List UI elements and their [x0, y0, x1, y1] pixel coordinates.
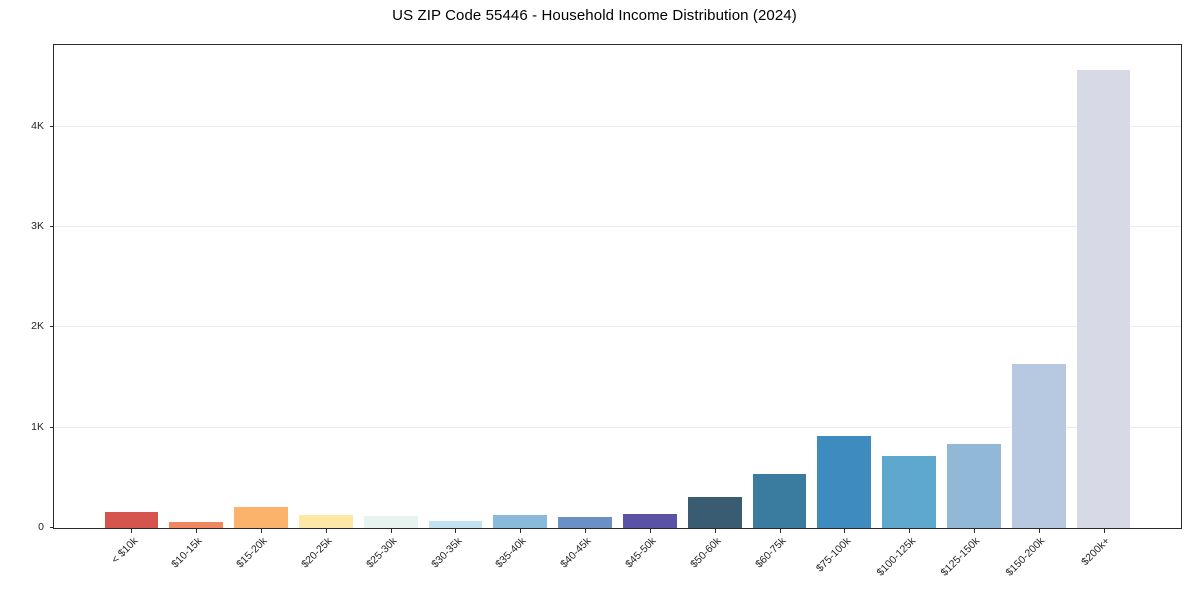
gridline [54, 426, 1181, 428]
x-tick-mark [455, 529, 457, 533]
bar-$100-125k [882, 456, 937, 528]
bar-slot: $45-50k [618, 45, 683, 570]
bar-slot: $100-125k [874, 45, 942, 579]
bar-slots: < $10k $10-15k $15-20k $20-25k $25-30k $30-35… [54, 45, 1181, 579]
bar-slot: $40-45k [553, 45, 618, 570]
bar-$125-150k [947, 444, 1001, 528]
bar-slot: $200k+ [1071, 45, 1136, 568]
bar-slot: $150-200k [1004, 45, 1071, 579]
y-axis: 0 1K 2K 3K 4K [0, 44, 54, 532]
bar-$20-25k [298, 514, 353, 528]
bar-slot: $60-75k [747, 45, 812, 570]
y-tick-label: 2K [31, 320, 44, 333]
x-tick-label: $50-60k [687, 535, 724, 571]
x-tick-mark [649, 529, 651, 533]
x-tick-mark [261, 529, 263, 533]
bar-slot: $125-150k [939, 45, 1007, 579]
x-tick-label: $45-50k [623, 535, 659, 571]
y-tick-label: 3K [31, 220, 44, 233]
bar-$35-40k [493, 514, 548, 528]
x-tick-label: $35-40k [493, 535, 529, 571]
y-tick-label: 4K [31, 119, 44, 132]
bar-$45-50k [623, 513, 677, 528]
x-tick-mark [714, 529, 716, 533]
bar-$10-15k [169, 521, 224, 528]
bar-< $10k [104, 511, 159, 528]
chart-title: US ZIP Code 55446 - Household Income Dis… [392, 7, 797, 24]
x-tick-label: $30-35k [428, 535, 464, 571]
x-tick-mark [131, 529, 133, 533]
x-tick-label: $20-25k [299, 535, 335, 571]
x-tick-mark [585, 529, 587, 533]
x-tick-label: $60-75k [752, 535, 789, 571]
x-tick-mark [196, 529, 198, 533]
x-tick-mark [1038, 529, 1040, 533]
y-tick-label: 1K [31, 420, 44, 433]
x-tick-mark [779, 529, 781, 533]
y-axis-title: Households [0, 254, 3, 316]
x-tick-mark [390, 529, 392, 533]
x-tick-mark [520, 529, 522, 533]
x-tick-label: $100-125k [874, 535, 918, 579]
bar-slot: $75-100k [812, 45, 877, 574]
y-tick-label: 0 [38, 521, 44, 533]
x-tick-mark [973, 529, 975, 533]
y-tick-mark [50, 326, 54, 328]
x-tick-mark [909, 529, 911, 533]
x-tick-mark [325, 529, 327, 533]
bar-slot: $10-15k [164, 45, 229, 570]
bar-slot: $35-40k [488, 45, 553, 570]
bar-$75-100k [817, 435, 872, 528]
bar-slot: $50-60k [682, 45, 747, 570]
x-tick-label: $40-45k [558, 535, 594, 571]
bar-$25-30k [363, 515, 418, 528]
x-tick-label: $200k+ [1079, 535, 1113, 569]
x-tick-label: < $10k [108, 535, 140, 566]
bar-$60-75k [752, 473, 807, 528]
x-tick-mark [844, 529, 846, 533]
x-tick-label: $25-30k [363, 535, 400, 571]
bar-slot: $25-30k [358, 45, 423, 570]
bar-slot: $20-25k [293, 45, 358, 570]
bar-$200k+ [1076, 69, 1131, 528]
x-tick-label: $150-200k [1003, 535, 1048, 579]
bar-slot: < $10k [99, 45, 164, 566]
x-tick-label: $75-100k [813, 535, 853, 575]
x-tick-label: $125-150k [938, 535, 983, 579]
gridline [54, 226, 1181, 228]
gridline [54, 326, 1181, 328]
x-tick-label: $15-20k [234, 535, 270, 571]
bar-$150-200k [1011, 363, 1066, 528]
bar-$15-20k [234, 506, 288, 528]
bar-slot: $15-20k [229, 45, 294, 570]
x-tick-mark [1103, 529, 1105, 533]
bar-$50-60k [687, 497, 742, 528]
bar-$40-45k [558, 516, 612, 528]
x-tick-label: $10-15k [169, 535, 205, 571]
y-tick-mark [50, 226, 54, 228]
plot-area: < $10k $10-15k $15-20k $20-25k $25-30k $30-35… [53, 44, 1182, 579]
y-tick-mark [50, 426, 54, 428]
bar-slot: $30-35k [423, 45, 488, 570]
y-tick-mark [50, 125, 54, 127]
bar-$30-35k [428, 521, 483, 528]
y-tick-mark [50, 527, 54, 528]
gridline [54, 125, 1181, 127]
